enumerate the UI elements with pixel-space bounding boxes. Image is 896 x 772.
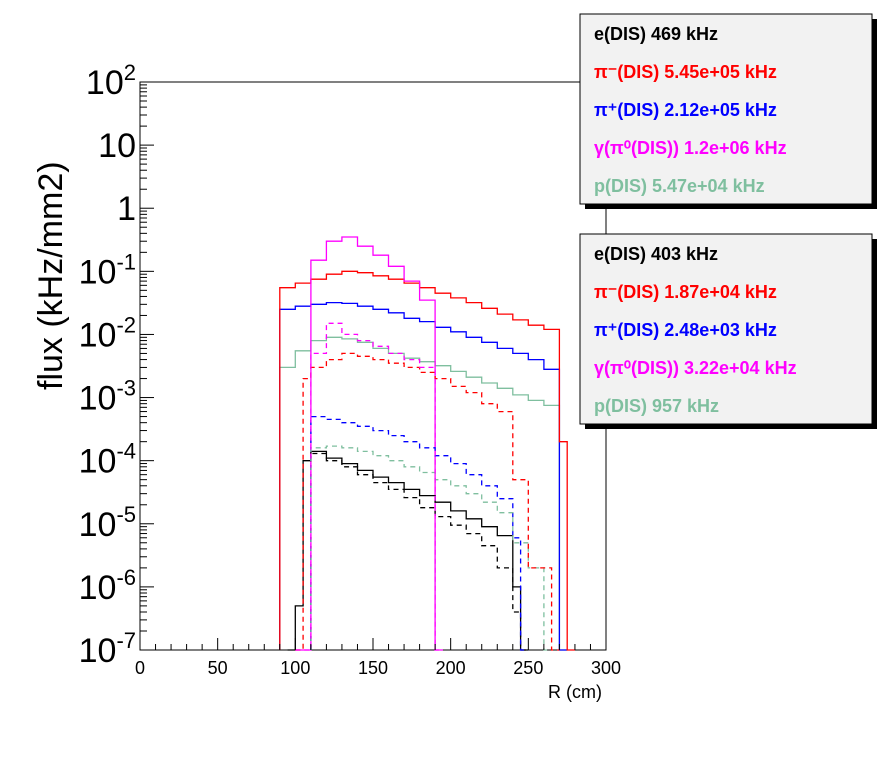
- legend-entry: γ(π⁰(DIS)) 3.22e+04 kHz: [594, 358, 797, 378]
- y-tick-label: 10-7: [79, 628, 136, 670]
- series-line-5: [310, 452, 529, 651]
- y-axis-label: flux (kHz/mm2): [32, 161, 70, 390]
- y-tick-exponent: -4: [116, 439, 136, 464]
- y-tick-label: 10-4: [79, 439, 136, 481]
- y-tick-base: 10: [98, 127, 136, 165]
- legend-entry: γ(π⁰(DIS)) 1.2e+06 kHz: [594, 138, 787, 158]
- x-tick-label: 150: [358, 658, 388, 678]
- series-layer: [279, 236, 575, 651]
- y-tick-exponent: -7: [116, 628, 136, 653]
- series-line-2: [279, 270, 575, 651]
- y-tick-exponent: 2: [124, 60, 136, 85]
- y-tick-label: 10-5: [79, 502, 136, 544]
- y-tick-base: 10: [79, 506, 117, 544]
- legend-entry: π⁻(DIS) 5.45e+05 kHz: [594, 62, 777, 82]
- y-tick-label: 10-2: [79, 312, 136, 354]
- legend-entry: π⁻(DIS) 1.87e+04 kHz: [594, 282, 777, 302]
- x-tick-label: 200: [436, 658, 466, 678]
- y-tick-exponent: -2: [116, 312, 136, 337]
- series-line-6: [310, 415, 529, 651]
- axes-layer: 0 50 100 150 200 250 30010-710-610-510-410-310…: [79, 60, 621, 678]
- series-line-9: [295, 322, 443, 651]
- legend-entry: e(DIS) 403 kHz: [594, 244, 718, 264]
- y-tick-exponent: -6: [116, 565, 136, 590]
- legend-entry: π⁺(DIS) 2.48e+03 kHz: [594, 320, 777, 340]
- y-tick-exponent: -3: [116, 376, 136, 401]
- y-tick-label: 102: [86, 60, 136, 102]
- legend-entry: p(DIS) 957 kHz: [594, 396, 719, 416]
- y-tick-label: 10-1: [79, 249, 136, 291]
- y-tick-label: 10-3: [79, 376, 136, 418]
- x-tick-label: 50: [208, 658, 228, 678]
- y-tick-base: 10: [79, 632, 117, 670]
- y-tick-exponent: -1: [116, 249, 136, 274]
- legend-entry: π⁺(DIS) 2.12e+05 kHz: [594, 100, 777, 120]
- series-line-3: [295, 236, 443, 651]
- y-tick-base: 10: [79, 316, 117, 354]
- series-line-1: [279, 301, 568, 651]
- series-line-4: [287, 450, 529, 651]
- y-tick-label: 10-6: [79, 565, 136, 607]
- series-line-8: [295, 352, 560, 651]
- y-tick-base: 10: [79, 380, 117, 418]
- x-axis-label: R (cm): [548, 682, 602, 702]
- x-tick-label: 250: [513, 658, 543, 678]
- y-tick-base: 10: [86, 64, 124, 102]
- x-tick-label: 0: [135, 658, 145, 678]
- legend-entry: p(DIS) 5.47e+04 kHz: [594, 176, 765, 196]
- x-tick-label: 300: [591, 658, 621, 678]
- x-tick-label: 100: [280, 658, 310, 678]
- y-tick-base: 10: [79, 443, 117, 481]
- y-tick-label: 10: [98, 127, 136, 165]
- legend-box: [579, 233, 873, 425]
- legend-layer: e(DIS) 469 kHz π⁻(DIS) 5.45e+05 kHz π⁺(DIS…: [579, 13, 877, 429]
- y-tick-exponent: -5: [116, 502, 136, 527]
- y-tick-base: 10: [79, 253, 117, 291]
- y-tick-base: 1: [117, 190, 136, 228]
- legend-entry: e(DIS) 469 kHz: [594, 24, 718, 44]
- y-tick-label: 1: [117, 190, 136, 228]
- y-tick-base: 10: [79, 569, 117, 607]
- legend-box: [579, 13, 873, 205]
